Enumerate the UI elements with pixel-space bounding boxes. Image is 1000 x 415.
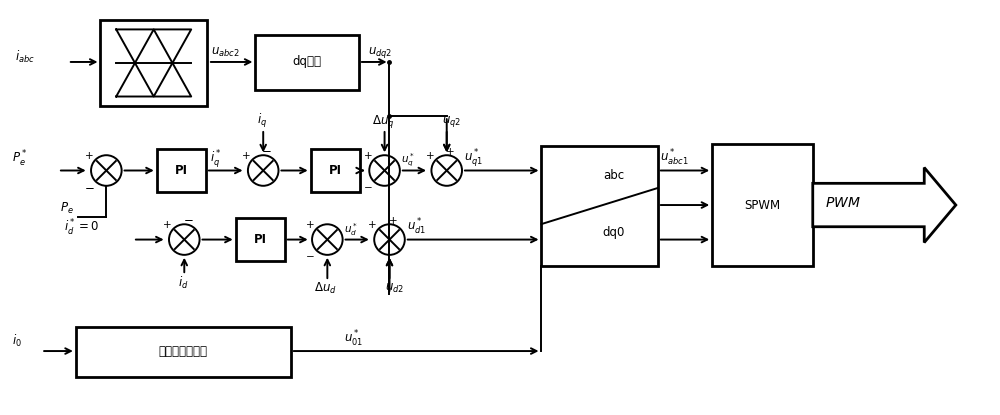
Text: $\Delta u_d$: $\Delta u_d$ [314, 281, 336, 296]
Text: +: + [242, 151, 251, 161]
Polygon shape [813, 168, 956, 242]
Text: +: + [368, 220, 377, 230]
Bar [311, 149, 360, 192]
Text: $\Delta u_q$: $\Delta u_q$ [372, 112, 394, 129]
Bar [255, 35, 359, 90]
Text: $u_{d1}^*$: $u_{d1}^*$ [407, 217, 426, 237]
Text: +: + [389, 216, 398, 226]
Text: abc: abc [603, 169, 624, 183]
Text: dq变换: dq变换 [293, 56, 322, 68]
Text: $i_q^*$: $i_q^*$ [210, 148, 222, 170]
Text: $u_{q2}$: $u_{q2}$ [442, 114, 461, 129]
Text: +: + [426, 151, 434, 161]
Text: SPWM: SPWM [744, 198, 781, 212]
Text: $u_d^*$: $u_d^*$ [344, 221, 358, 238]
Bar [712, 144, 813, 266]
Text: $u_q^*$: $u_q^*$ [401, 152, 415, 169]
Text: $P_e^*$: $P_e^*$ [12, 149, 27, 169]
Text: PI: PI [175, 164, 188, 177]
Text: +: + [85, 151, 94, 161]
Text: $u_{abc2}$: $u_{abc2}$ [211, 46, 240, 59]
Text: $u_{abc1}^*$: $u_{abc1}^*$ [660, 148, 689, 168]
Text: $i_0$: $i_0$ [12, 333, 22, 349]
Bar [76, 327, 291, 377]
Text: $u_{q1}^*$: $u_{q1}^*$ [464, 146, 484, 168]
Text: $u_{dq2}$: $u_{dq2}$ [368, 44, 392, 60]
Text: PI: PI [329, 164, 342, 177]
Bar [157, 149, 206, 192]
Text: −: − [363, 183, 372, 193]
Text: +: + [306, 220, 315, 230]
Bar [236, 218, 285, 261]
Text: $i_d^*=0$: $i_d^*=0$ [64, 217, 99, 238]
Text: $P_e$: $P_e$ [60, 200, 74, 215]
Text: PI: PI [254, 233, 267, 246]
Bar [100, 20, 207, 106]
Text: $\mathit{PWM}$: $\mathit{PWM}$ [825, 196, 860, 210]
Bar [541, 146, 658, 266]
Text: +: + [363, 151, 372, 161]
Text: −: − [262, 145, 272, 158]
Text: +: + [446, 147, 455, 157]
Text: 比例谐振控制器: 比例谐振控制器 [159, 344, 208, 358]
Text: $i_q$: $i_q$ [257, 112, 267, 130]
Text: dq0: dq0 [602, 226, 625, 239]
Text: −: − [306, 252, 315, 262]
Text: $u_{d2}$: $u_{d2}$ [385, 282, 404, 295]
Text: $u_{01}^*$: $u_{01}^*$ [344, 329, 363, 349]
Text: $i_{abc}$: $i_{abc}$ [15, 49, 35, 65]
Text: +: + [163, 220, 172, 230]
Text: −: − [183, 214, 193, 227]
Text: $i_d$: $i_d$ [178, 275, 189, 291]
Text: −: − [85, 182, 95, 195]
